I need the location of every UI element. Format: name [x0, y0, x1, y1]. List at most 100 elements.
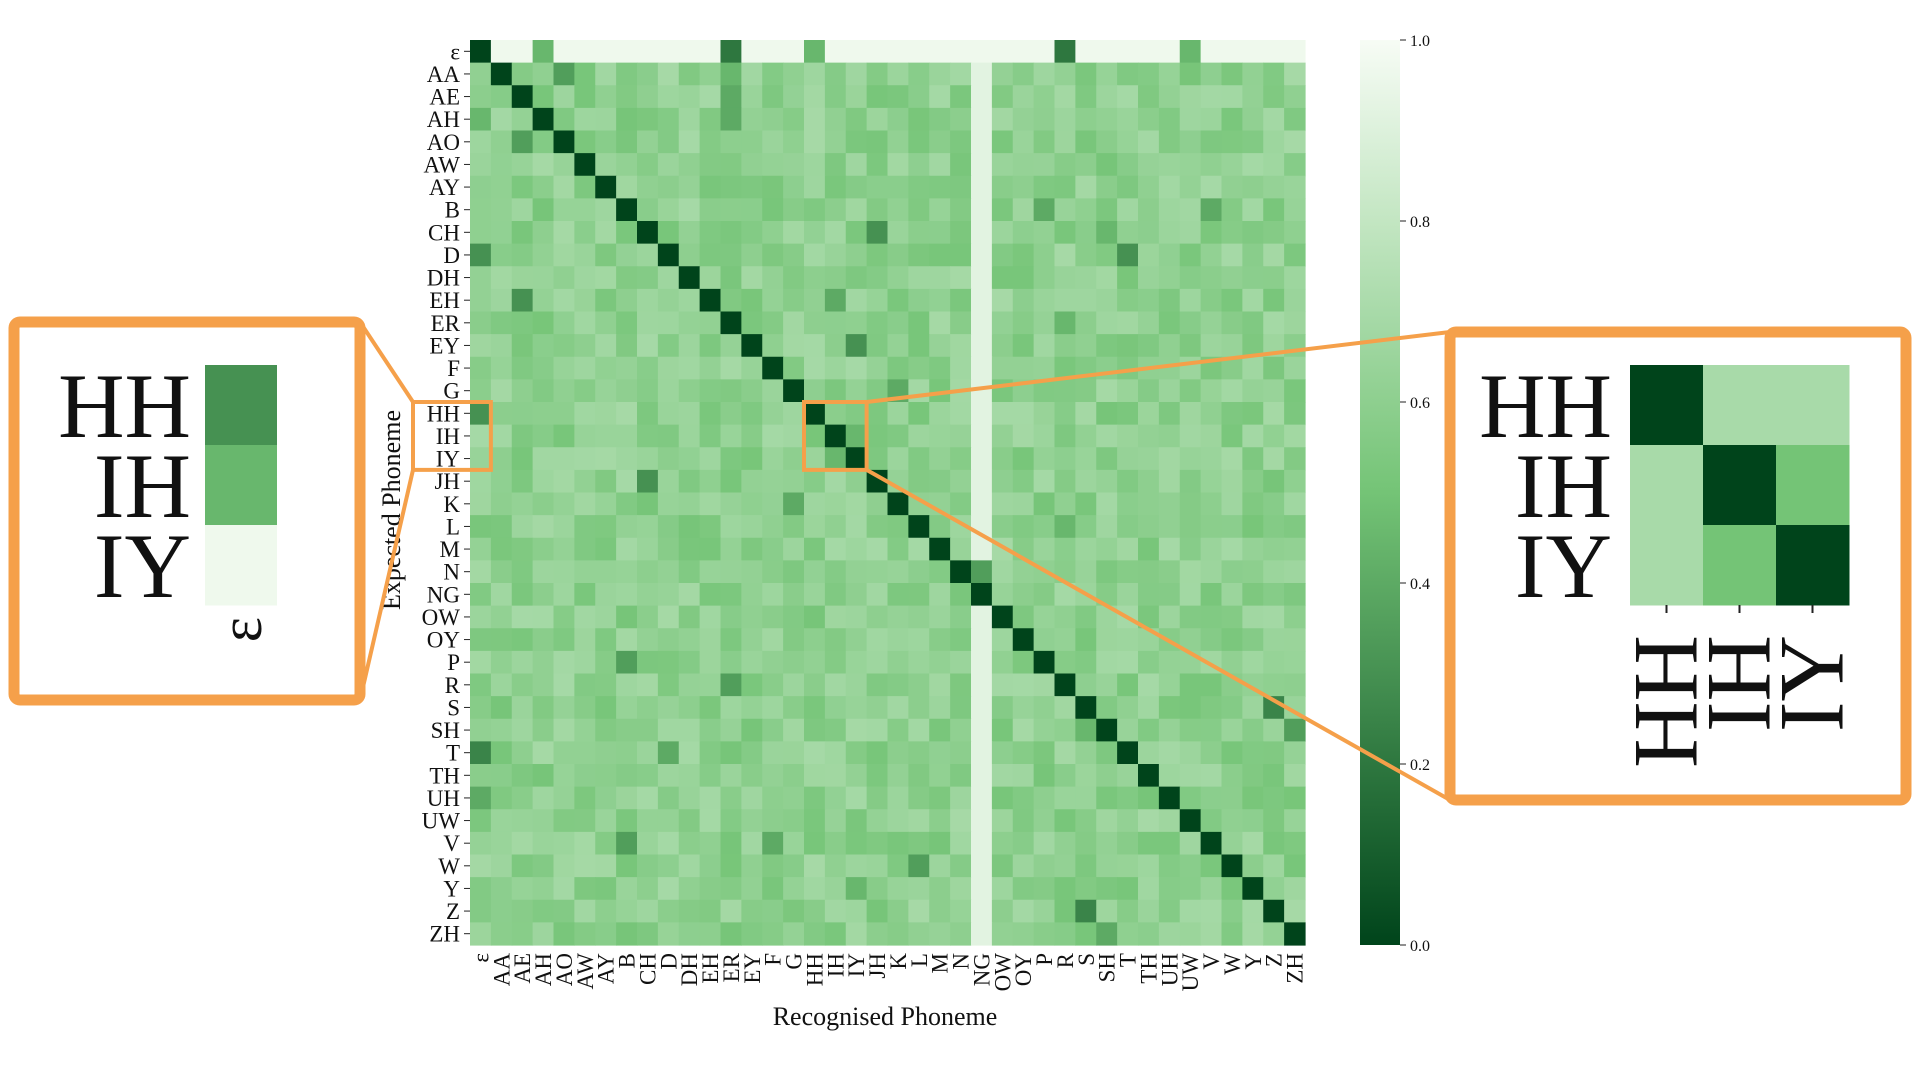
heatmap-cell — [637, 153, 659, 177]
heatmap-cell — [1242, 447, 1264, 471]
heatmap-cell — [1075, 560, 1097, 584]
heatmap-cell — [1096, 288, 1118, 313]
heatmap-cell — [1242, 628, 1264, 652]
x-tick-label: OW — [990, 953, 1015, 992]
heatmap-cell — [762, 130, 784, 154]
heatmap-cell — [991, 492, 1014, 516]
heatmap-cell — [845, 356, 868, 380]
right-inset-cell — [1703, 445, 1777, 526]
heatmap-cell — [887, 492, 909, 516]
heatmap-cell — [532, 831, 555, 856]
heatmap-cell — [511, 877, 534, 901]
heatmap-cell — [470, 243, 492, 267]
heatmap-cell — [1221, 650, 1243, 675]
heatmap-cell — [1242, 469, 1264, 494]
heatmap-cell — [1158, 786, 1181, 810]
heatmap-cell — [908, 85, 930, 109]
heatmap-cell — [1075, 650, 1097, 675]
heatmap-cell — [490, 741, 513, 765]
heatmap-cell — [866, 899, 889, 923]
heatmap-cell — [532, 334, 555, 358]
heatmap-cell — [595, 854, 617, 878]
heatmap-cell — [1263, 492, 1285, 516]
heatmap-cell — [470, 605, 492, 629]
heatmap-cell — [1033, 311, 1056, 335]
heatmap-cell — [804, 831, 826, 856]
heatmap-cell — [678, 85, 701, 109]
heatmap-cell — [762, 492, 784, 516]
heatmap-cell — [887, 854, 909, 878]
heatmap-cell — [1117, 243, 1139, 267]
heatmap-cell — [637, 492, 659, 516]
heatmap-cell — [616, 673, 638, 697]
heatmap-cell — [1054, 718, 1076, 742]
heatmap-cell — [511, 560, 534, 584]
heatmap-cell — [616, 402, 638, 426]
heatmap-cell — [511, 424, 534, 448]
heatmap-cell — [950, 288, 972, 313]
heatmap-cell — [1242, 718, 1264, 742]
heatmap-cell — [1033, 447, 1056, 471]
heatmap-cell — [783, 424, 805, 448]
heatmap-cell — [1117, 854, 1139, 878]
heatmap-cell — [1054, 334, 1076, 358]
heatmap-cell — [991, 221, 1014, 245]
heatmap-cell — [490, 469, 513, 494]
heatmap-cell — [1096, 922, 1118, 946]
heatmap-cell — [678, 107, 701, 132]
heatmap-cell — [971, 311, 993, 335]
heatmap-cell — [1012, 515, 1035, 539]
x-tick-labels: εAAAEAHAOAWAYBCHDDHEHEREYFGHHIHIYJHKLMNN… — [468, 952, 1307, 991]
heatmap-cell — [657, 469, 680, 494]
heatmap-cell — [532, 605, 555, 629]
heatmap-cell — [866, 469, 889, 494]
heatmap-cell — [971, 922, 993, 946]
heatmap-cell — [1096, 153, 1118, 177]
heatmap-cell — [929, 334, 951, 358]
heatmap-cell — [1263, 673, 1285, 697]
heatmap-cell — [971, 288, 993, 313]
heatmap-cell — [1138, 198, 1160, 222]
heatmap-cell — [845, 379, 868, 403]
heatmap-cell — [762, 537, 784, 561]
heatmap-cell — [908, 922, 930, 946]
heatmap-cell — [657, 221, 680, 245]
heatmap-cell — [1033, 424, 1056, 448]
heatmap-cell — [950, 605, 972, 629]
heatmap-cell — [762, 356, 784, 380]
heatmap-cell — [699, 605, 722, 629]
heatmap-cell — [595, 515, 617, 539]
heatmap-cell — [637, 85, 659, 109]
heatmap-cell — [637, 741, 659, 765]
heatmap-cell — [991, 809, 1014, 833]
heatmap-cell — [783, 831, 805, 856]
heatmap-cell — [1138, 311, 1160, 335]
heatmap-cell — [762, 62, 784, 86]
heatmap-cell — [1054, 877, 1076, 901]
heatmap-cell — [657, 198, 680, 222]
heatmap-cell — [1138, 922, 1160, 946]
heatmap-cell — [804, 854, 826, 878]
heatmap-cell — [1054, 492, 1076, 516]
heatmap-cell — [678, 922, 701, 946]
x-tick-label: M — [928, 953, 953, 973]
heatmap-cell — [553, 40, 575, 64]
heatmap-cell — [1158, 899, 1181, 923]
heatmap-cell — [657, 153, 680, 177]
heatmap-cell — [574, 288, 596, 313]
heatmap-cell — [1242, 650, 1264, 675]
heatmap-cell — [553, 402, 575, 426]
heatmap-cell — [1179, 515, 1202, 539]
heatmap-cell — [637, 175, 659, 199]
heatmap-cell — [1284, 334, 1306, 358]
colorbar-tick-label: 0.2 — [1410, 757, 1430, 774]
heatmap-cell — [741, 605, 763, 629]
heatmap-cell — [470, 650, 492, 675]
heatmap-cell — [950, 786, 972, 810]
heatmap-cell — [1263, 221, 1285, 245]
heatmap-cell — [1138, 243, 1160, 267]
heatmap-cell — [783, 583, 805, 607]
heatmap-cell — [1158, 650, 1181, 675]
heatmap-cell — [1054, 85, 1076, 109]
heatmap-cell — [783, 198, 805, 222]
